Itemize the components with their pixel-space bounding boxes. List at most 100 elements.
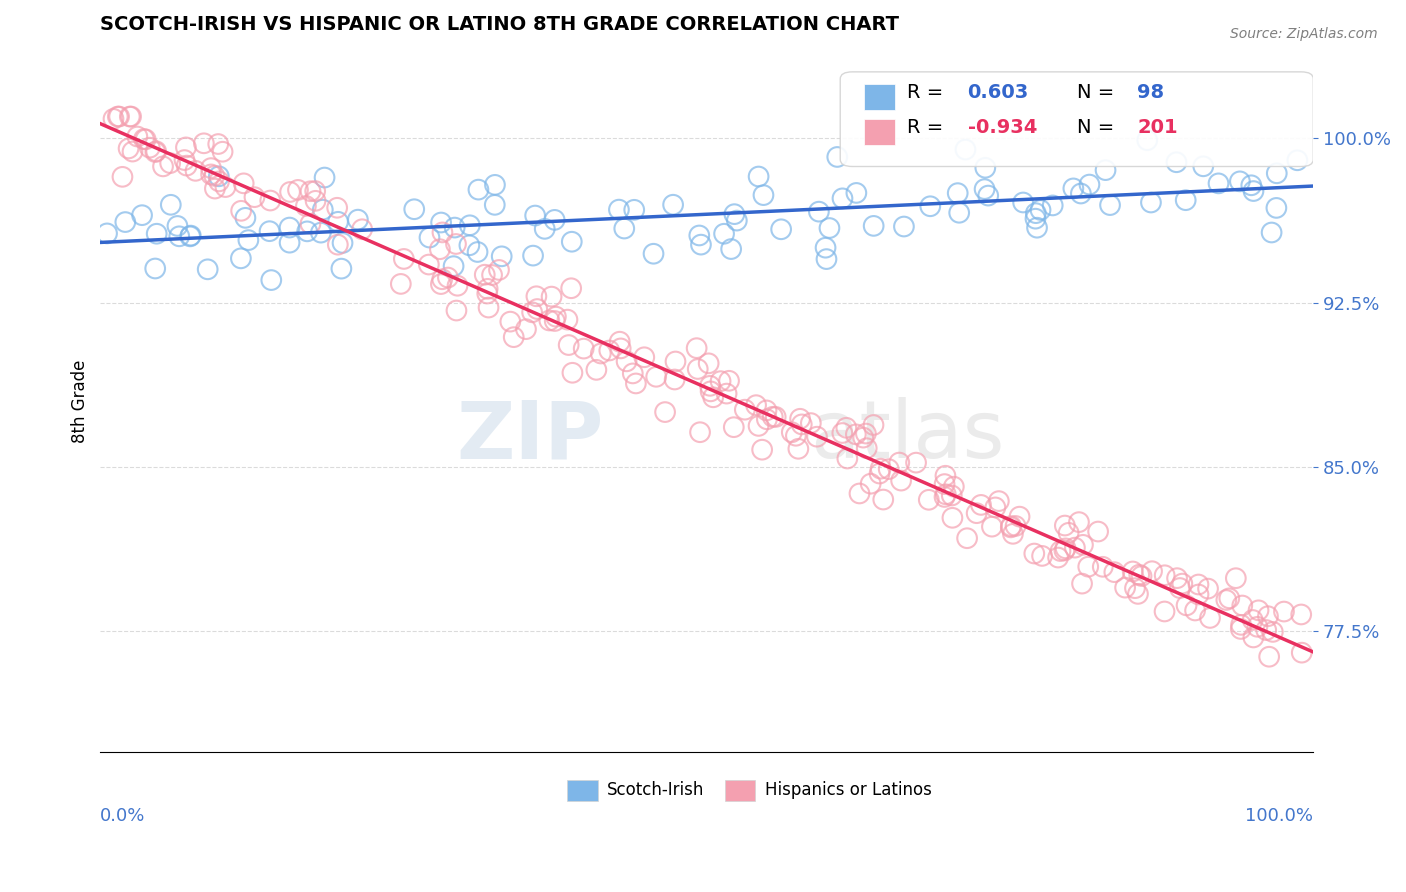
Point [699, 384, 721, 399]
Point [1256, 623, 1278, 637]
Point [179, 229, 201, 244]
Point [1054, 541, 1077, 556]
Point [1099, 198, 1122, 212]
Point [1070, 186, 1092, 201]
Point [229, 252, 252, 266]
Point [180, 228, 202, 243]
FancyBboxPatch shape [841, 72, 1313, 167]
Point [484, 198, 506, 212]
Point [686, 362, 709, 376]
Point [1261, 624, 1284, 639]
Point [955, 143, 977, 157]
Point [806, 430, 828, 444]
Point [974, 161, 997, 175]
Point [818, 221, 841, 235]
Point [499, 315, 522, 329]
Point [935, 487, 957, 501]
Point [848, 486, 870, 500]
Point [1166, 571, 1188, 585]
Point [807, 204, 830, 219]
Point [326, 237, 349, 252]
Point [893, 219, 915, 234]
Point [557, 338, 579, 352]
Point [299, 217, 322, 231]
Point [1122, 565, 1144, 579]
Point [1166, 155, 1188, 169]
Point [948, 206, 970, 220]
Point [1192, 159, 1215, 173]
Point [869, 461, 891, 475]
Point [1197, 582, 1219, 596]
Point [524, 289, 547, 303]
Point [533, 222, 555, 236]
Point [1053, 518, 1076, 533]
Text: 201: 201 [1137, 119, 1178, 137]
Point [1175, 599, 1198, 613]
Point [1241, 631, 1264, 645]
Point [718, 374, 741, 388]
Point [855, 426, 877, 441]
Point [1000, 520, 1022, 534]
Point [304, 184, 326, 198]
Point [1136, 133, 1159, 147]
Point [437, 270, 460, 285]
Point [654, 405, 676, 419]
Point [524, 209, 547, 223]
Point [174, 140, 197, 154]
Point [633, 351, 655, 365]
Point [520, 305, 543, 319]
Point [526, 301, 548, 316]
Point [1257, 609, 1279, 624]
Point [260, 273, 283, 287]
Text: Scotch-Irish: Scotch-Irish [607, 781, 704, 799]
Point [589, 346, 612, 360]
Point [207, 136, 229, 151]
Point [1289, 607, 1312, 622]
Point [347, 212, 370, 227]
Point [474, 268, 496, 282]
FancyBboxPatch shape [568, 780, 598, 801]
Point [1153, 605, 1175, 619]
Point [1153, 568, 1175, 582]
Point [889, 456, 911, 470]
Text: R =: R = [907, 83, 943, 103]
Point [765, 409, 787, 424]
Point [326, 215, 349, 229]
Point [1286, 153, 1309, 168]
Point [430, 215, 453, 229]
Point [845, 186, 868, 200]
Point [598, 343, 620, 358]
Point [1229, 622, 1251, 636]
Point [1171, 576, 1194, 591]
Point [572, 342, 595, 356]
Point [488, 263, 510, 277]
Point [145, 145, 167, 159]
Point [713, 227, 735, 241]
Point [725, 213, 748, 227]
Point [709, 374, 731, 388]
Point [837, 451, 859, 466]
Point [920, 199, 942, 213]
Point [522, 249, 544, 263]
Point [211, 145, 233, 159]
Point [1247, 603, 1270, 617]
Text: Source: ZipAtlas.com: Source: ZipAtlas.com [1230, 27, 1378, 41]
Point [491, 249, 513, 263]
Point [977, 188, 1000, 202]
Point [1053, 543, 1076, 558]
Point [1258, 649, 1281, 664]
Point [143, 145, 166, 159]
Point [197, 262, 219, 277]
Point [621, 367, 644, 381]
Point [613, 221, 636, 235]
Point [770, 222, 793, 236]
FancyBboxPatch shape [865, 84, 894, 111]
Point [1199, 611, 1222, 625]
Point [723, 420, 745, 434]
Point [1062, 181, 1084, 195]
Point [1026, 220, 1049, 235]
Point [1240, 178, 1263, 193]
Point [1140, 564, 1163, 578]
Point [502, 330, 524, 344]
Point [790, 417, 813, 432]
